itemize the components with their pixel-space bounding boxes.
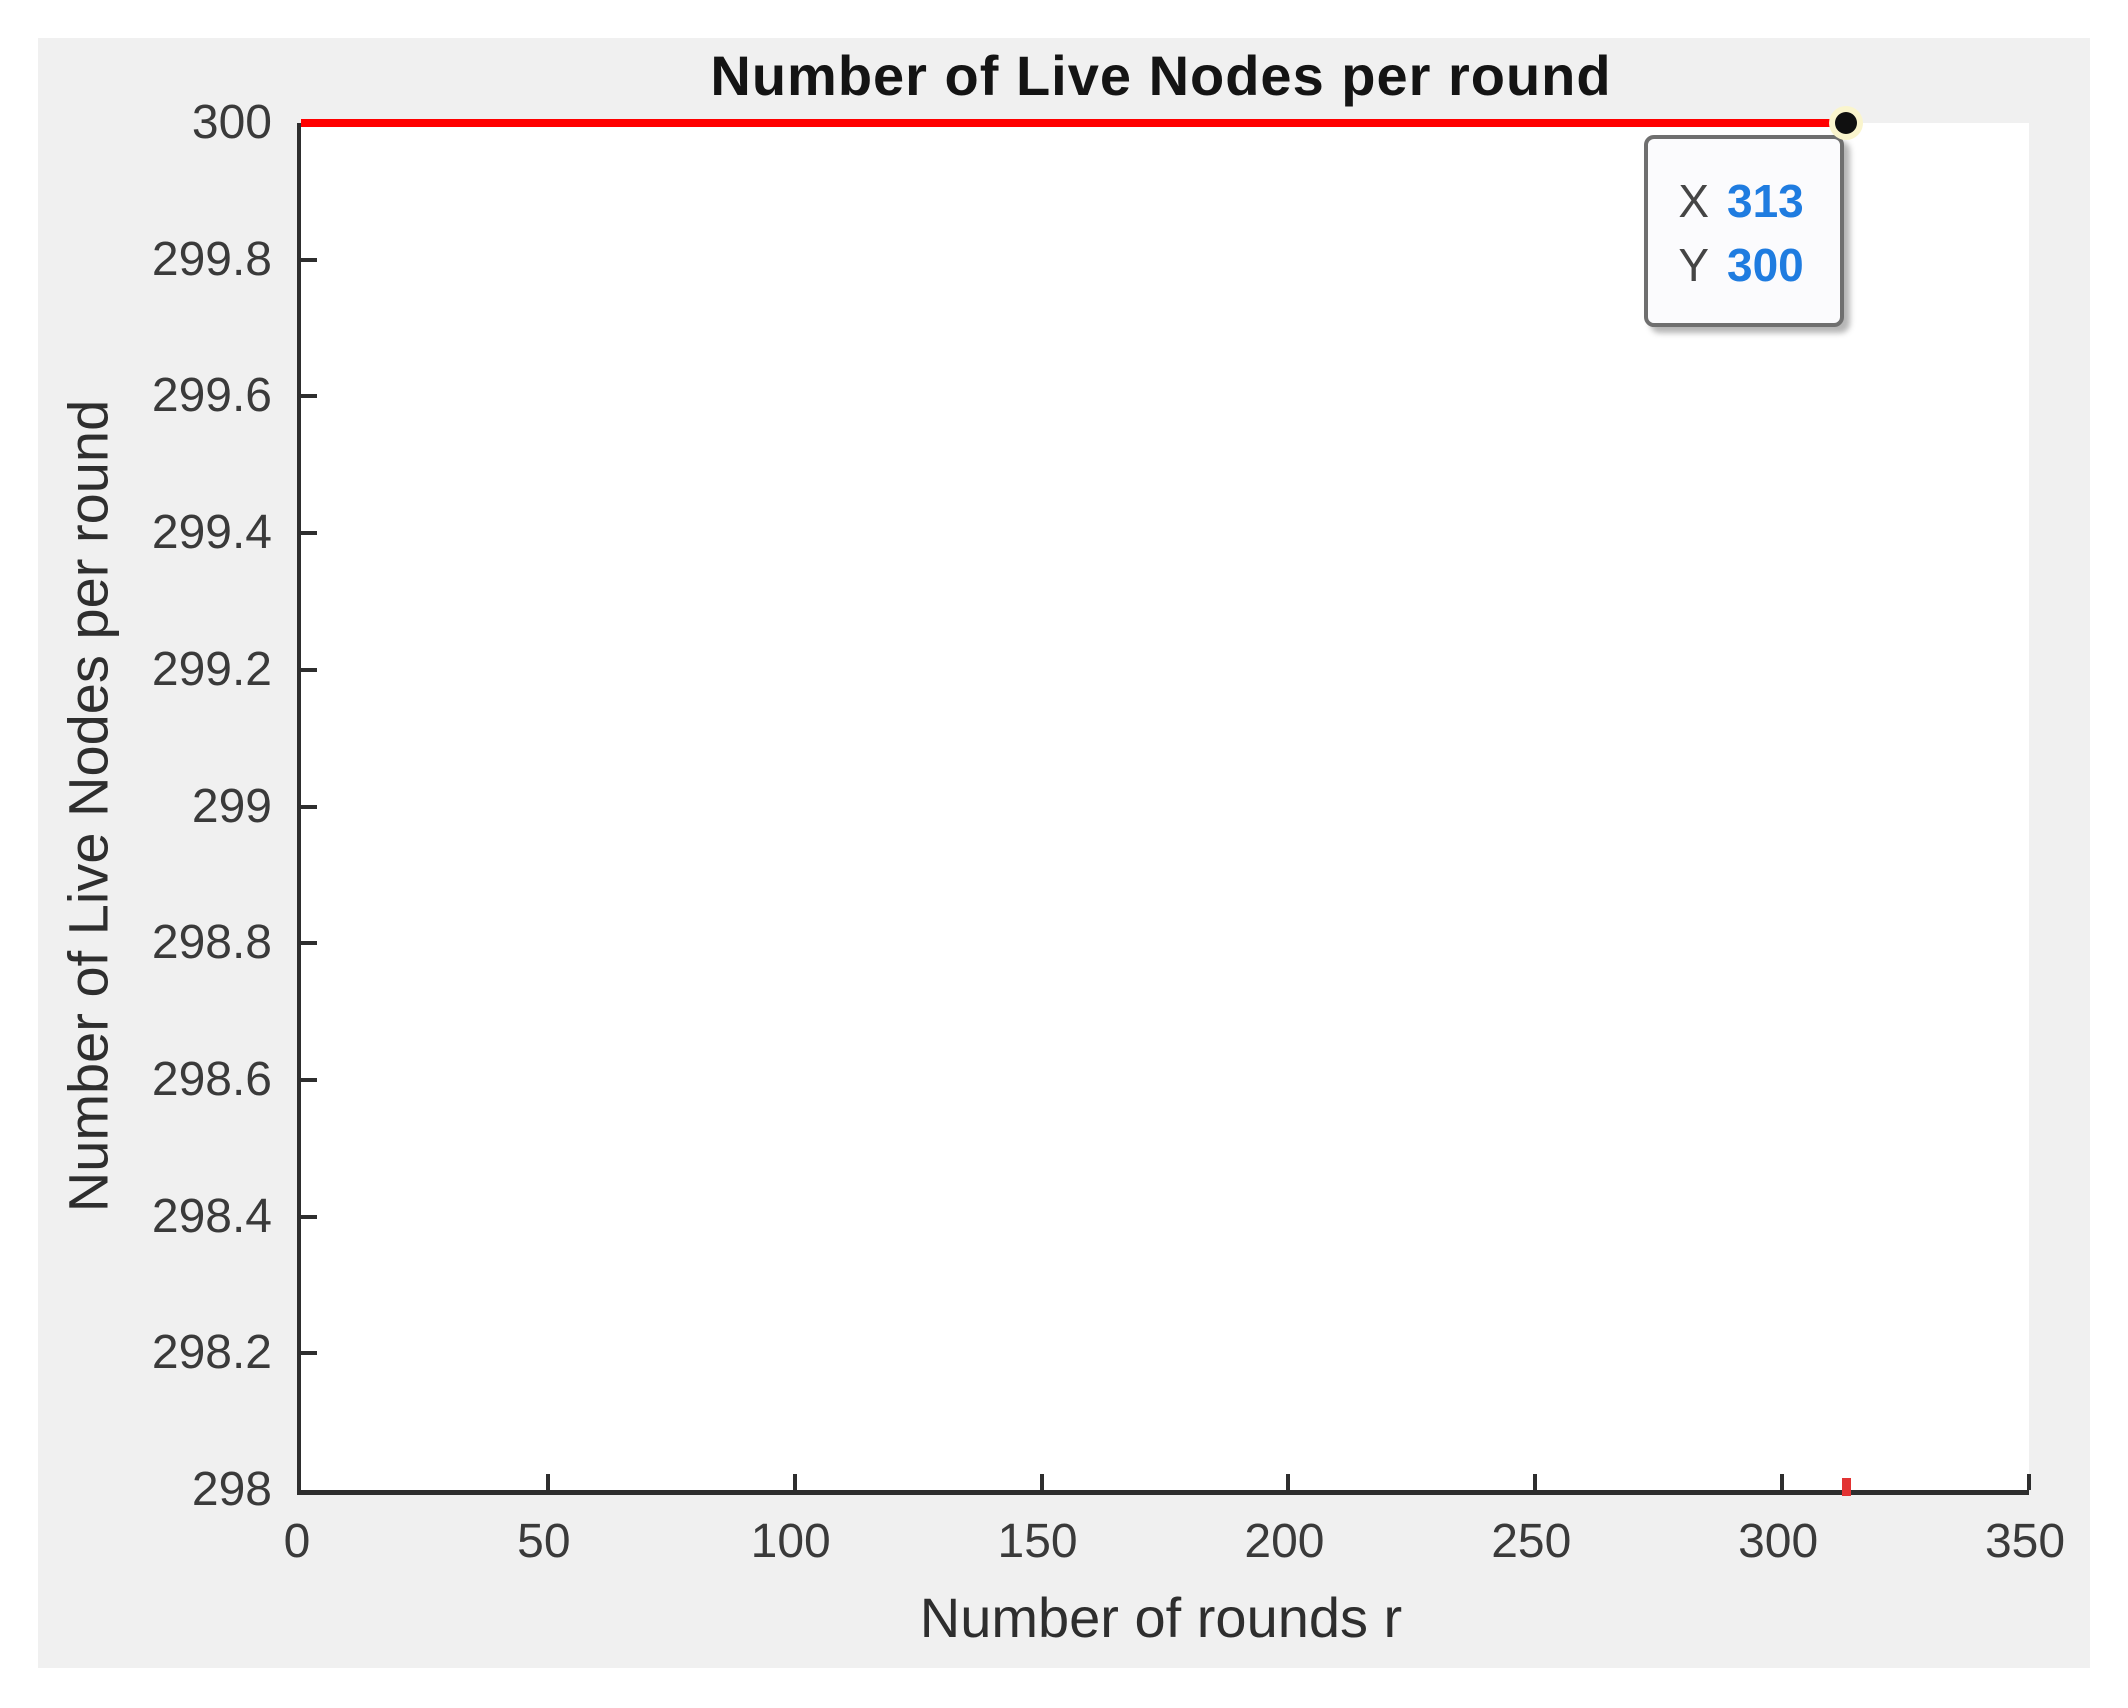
x-tick-mark	[1039, 1474, 1044, 1490]
datatip-y-label: Y	[1678, 239, 1709, 291]
y-tick-mark	[301, 394, 317, 399]
y-tick-label: 298.2	[151, 1326, 272, 1380]
y-tick-mark	[301, 1214, 317, 1219]
y-tick-mark	[301, 257, 317, 262]
y-tick-mark	[301, 804, 317, 809]
line-drop-mark	[1842, 1478, 1852, 1496]
y-tick-label: 299.2	[151, 642, 272, 696]
y-tick-label: 299.8	[151, 232, 272, 286]
y-tick-label: 298.8	[151, 916, 272, 970]
y-tick-label: 298	[191, 1463, 272, 1516]
y-tick-label: 299.6	[151, 369, 272, 423]
x-tick-label: 250	[1491, 1515, 1572, 1568]
x-tick-label: 0	[283, 1515, 311, 1568]
x-tick-label: 150	[997, 1515, 1078, 1568]
y-tick-label: 299	[191, 779, 272, 833]
datatip-x-label: X	[1678, 175, 1709, 227]
x-tick-label: 300	[1738, 1515, 1819, 1568]
datatip-x-row: X 313	[1678, 169, 1840, 233]
plot-area[interactable]: X 313 Y 300	[297, 112, 2031, 1496]
y-tick-mark	[301, 531, 317, 536]
x-tick-mark	[1533, 1474, 1538, 1490]
x-tick-label: 350	[1984, 1515, 2066, 1568]
datatip-y-value: 300	[1727, 239, 1804, 291]
datatip-box[interactable]: X 313 Y 300	[1644, 135, 1845, 327]
y-tick-mark	[301, 1351, 317, 1356]
y-tick-label: 299.4	[151, 506, 272, 560]
x-tick-mark	[792, 1474, 797, 1490]
x-tick-label: 100	[750, 1515, 831, 1568]
x-tick-mark	[1286, 1474, 1291, 1490]
y-tick-label: 298.6	[151, 1052, 272, 1106]
y-tick-mark	[301, 1077, 317, 1082]
x-tick-mark	[1780, 1474, 1785, 1490]
x-tick-mark	[545, 1474, 550, 1490]
y-tick-label: 300	[191, 96, 272, 149]
x-axis-label: Number of rounds r	[919, 1586, 1403, 1649]
datatip-x-value: 313	[1727, 175, 1804, 227]
y-tick-label: 298.4	[151, 1189, 272, 1243]
live-nodes-line[interactable]	[301, 119, 1847, 127]
y-tick-mark	[301, 941, 317, 946]
y-tick-mark	[301, 667, 317, 672]
x-tick-mark	[2027, 1474, 2031, 1490]
x-tick-label: 200	[1244, 1515, 1325, 1568]
datatip-marker-dot[interactable]	[1835, 112, 1858, 134]
datatip-y-row: Y 300	[1678, 233, 1840, 297]
chart-title: Number of Live Nodes per round	[710, 44, 1612, 107]
x-tick-label: 50	[517, 1515, 571, 1568]
